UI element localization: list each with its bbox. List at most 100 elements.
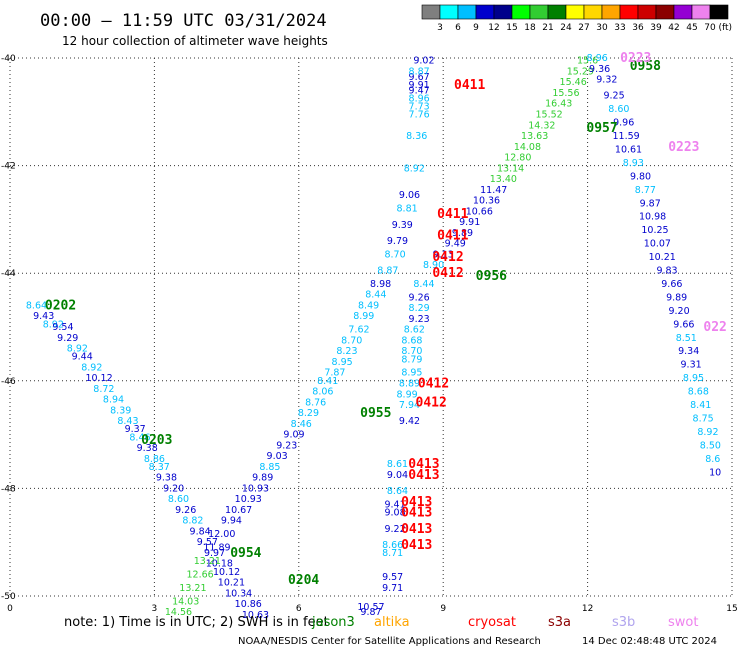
wave-height-point: 9.89 bbox=[452, 228, 473, 239]
pass-label: 0223 bbox=[620, 51, 651, 66]
wave-height-point: 9.97 bbox=[204, 548, 225, 559]
wave-height-point: 9.38 bbox=[156, 473, 177, 484]
colorbar-swatch bbox=[511, 4, 531, 20]
wave-height-point: 9.49 bbox=[445, 239, 466, 250]
pass-label: 0412 bbox=[432, 250, 463, 265]
wave-height-point: 9.67 bbox=[409, 72, 430, 83]
wave-height-point: 9.26 bbox=[175, 505, 196, 516]
x-tick-label: 6 bbox=[296, 604, 302, 614]
pass-label: 0413 bbox=[401, 506, 432, 521]
colorbar: 3 6 9 12 15 18 21 24 27 30 33 36 39 42 45 70 (ft) bbox=[421, 4, 732, 33]
pass-label: 0202 bbox=[45, 298, 76, 313]
wave-height-point: 8.37 bbox=[149, 462, 170, 473]
colorbar-swatch bbox=[619, 4, 639, 20]
wave-height-point: 8.70 bbox=[384, 249, 405, 260]
wave-height-point: 8.72 bbox=[93, 384, 114, 395]
wave-height-point: 8.85 bbox=[259, 462, 280, 473]
wave-height-point: 9.20 bbox=[668, 306, 689, 317]
colorbar-swatch bbox=[475, 4, 495, 20]
wave-height-point: 9.13 bbox=[433, 249, 454, 260]
wave-height-point: 9.66 bbox=[661, 279, 682, 290]
y-tick-label: -44 bbox=[1, 269, 16, 279]
wave-height-point: 12.66 bbox=[187, 569, 214, 580]
wave-height-point: 11.89 bbox=[203, 543, 230, 554]
colorbar-label: 12 bbox=[488, 23, 499, 33]
wave-height-point: 10.67 bbox=[225, 505, 252, 516]
wave-height-point: 9.04 bbox=[387, 470, 408, 481]
satellite-name: altika bbox=[374, 615, 410, 630]
axis-ticks: 0 3 6 9 12 15 -40 -42 -44 -46 -48 -50 bbox=[1, 54, 738, 614]
wave-height-point: 10.66 bbox=[466, 206, 493, 217]
colorbar-swatch bbox=[673, 4, 693, 20]
wave-height-point: 8.29 bbox=[409, 303, 430, 314]
satellite-name: s3b bbox=[612, 615, 635, 630]
wave-height-point: 10.07 bbox=[644, 239, 671, 250]
wave-height-point: 8.46 bbox=[129, 432, 150, 443]
wave-height-point: 8.92 bbox=[81, 362, 102, 373]
wave-height-point: 14.56 bbox=[165, 607, 192, 618]
colorbar-label: 6 bbox=[455, 23, 461, 33]
wave-height-point: 10 bbox=[709, 467, 721, 478]
y-tick-label: -40 bbox=[1, 54, 16, 64]
wave-height-point: 9.91 bbox=[459, 217, 480, 228]
colorbar-swatch bbox=[547, 4, 567, 20]
pass-label: 0958 bbox=[630, 59, 661, 74]
colorbar-label: 36 bbox=[632, 23, 644, 33]
wave-height-point: 12.80 bbox=[504, 153, 531, 164]
chart-title: 00:00 — 11:59 UTC 03/31/2024 bbox=[40, 11, 327, 31]
wave-height-point: 9.32 bbox=[596, 75, 617, 86]
x-tick-label: 15 bbox=[726, 604, 737, 614]
y-tick-label: -42 bbox=[1, 162, 16, 172]
chart-subtitle: 12 hour collection of altimeter wave hei… bbox=[62, 34, 328, 48]
wave-height-point: 9.31 bbox=[681, 360, 702, 371]
satellite-name: s3a bbox=[548, 615, 571, 630]
wave-height-point: 9.94 bbox=[221, 516, 242, 527]
wave-height-point: 8.70 bbox=[341, 335, 362, 346]
wave-height-point: 9.22 bbox=[384, 524, 405, 535]
colorbar-swatch bbox=[421, 4, 441, 20]
colorbar-label: 24 bbox=[560, 23, 572, 33]
wave-height-point: 9.26 bbox=[409, 292, 430, 303]
wave-height-point: 10.21 bbox=[649, 252, 676, 263]
wave-height-point: 8.99 bbox=[397, 389, 418, 400]
wave-height-point: 8.41 bbox=[317, 376, 338, 387]
colorbar-label: 9 bbox=[473, 23, 479, 33]
wave-height-point: 10.63 bbox=[242, 610, 269, 621]
wave-height-point: 9.71 bbox=[382, 583, 403, 594]
plot-grid bbox=[9, 57, 733, 597]
wave-height-point: 8.95 bbox=[683, 373, 704, 384]
pass-label: 0413 bbox=[401, 495, 432, 510]
wave-height-point: 8.94 bbox=[103, 395, 124, 406]
wave-height-point: 9.41 bbox=[384, 500, 405, 511]
wave-height-point: 10.36 bbox=[473, 196, 500, 207]
pass-label: 0223 bbox=[668, 140, 699, 155]
wave-height-point: 8.50 bbox=[700, 440, 721, 451]
colorbar-label: 33 bbox=[614, 23, 625, 33]
wave-height-point: 10.18 bbox=[206, 559, 233, 570]
wave-height-point: 8.89 bbox=[399, 378, 420, 389]
wave-height-point: 8.06 bbox=[312, 387, 333, 398]
wave-height-point: 8.68 bbox=[688, 387, 709, 398]
colorbar-label: 21 bbox=[542, 23, 553, 33]
wave-height-point: 8.90 bbox=[423, 260, 444, 271]
wave-height-point: 8.41 bbox=[690, 400, 711, 411]
wave-height-point: 12.00 bbox=[208, 529, 235, 540]
pass-label: 022 bbox=[703, 320, 726, 335]
wave-height-point: 8.66 bbox=[382, 540, 403, 551]
wave-height-point: 13.14 bbox=[497, 163, 524, 174]
wave-height-point: 8.23 bbox=[336, 346, 357, 357]
colorbar-label: 27 bbox=[578, 23, 589, 33]
pass-label: 0413 bbox=[408, 468, 439, 483]
wave-height-point: 10.34 bbox=[225, 588, 252, 599]
wave-height-point: 10.12 bbox=[213, 567, 240, 578]
x-tick-label: 3 bbox=[152, 604, 158, 614]
pass-label: 0411 bbox=[437, 229, 468, 244]
wave-height-point: 9.29 bbox=[57, 333, 78, 344]
wave-height-point: 8.93 bbox=[623, 158, 644, 169]
wave-height-point: 9.44 bbox=[72, 352, 93, 363]
wave-height-point: 16.43 bbox=[545, 99, 572, 110]
wave-height-point: 9.34 bbox=[678, 346, 699, 357]
satellite-name: jason3 bbox=[311, 615, 355, 630]
wave-height-point: 8.82 bbox=[182, 516, 203, 527]
wave-height-point: 8.76 bbox=[305, 397, 326, 408]
